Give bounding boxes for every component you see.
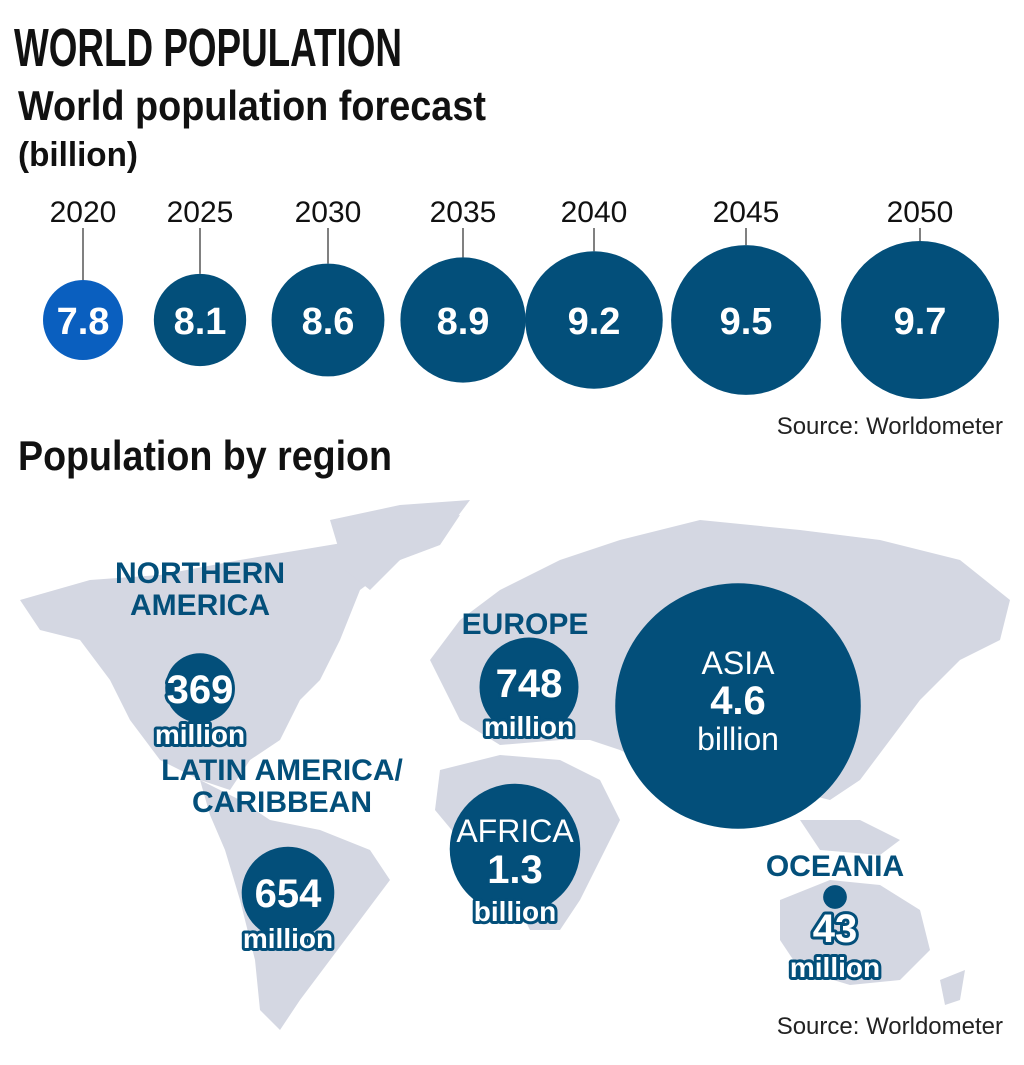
region-name: AFRICA bbox=[456, 813, 574, 849]
region-unit: million bbox=[790, 952, 880, 983]
value-label: 9.5 bbox=[720, 301, 773, 343]
forecast-bubble-2045: 2045 9.5 bbox=[671, 196, 821, 395]
region-bubble bbox=[241, 846, 335, 940]
forecast-bubble-2050: 2050 9.7 bbox=[841, 196, 999, 399]
year-label: 2035 bbox=[430, 196, 497, 229]
value-label: 8.6 bbox=[302, 301, 355, 343]
year-label: 2045 bbox=[713, 196, 780, 229]
region-bubble bbox=[449, 783, 581, 915]
value-label: 9.7 bbox=[894, 301, 947, 343]
value-bubble bbox=[43, 280, 123, 360]
region-unit: million bbox=[484, 711, 574, 742]
region-bubble bbox=[479, 637, 579, 737]
value-bubble bbox=[671, 245, 821, 395]
year-label: 2020 bbox=[50, 196, 117, 229]
value-bubble bbox=[153, 273, 247, 367]
region-name: LATIN AMERICA/ bbox=[161, 754, 403, 787]
region-bubble bbox=[615, 583, 861, 829]
value-bubble bbox=[400, 257, 526, 383]
main-title: WORLD POPULATION bbox=[14, 18, 402, 78]
value-label: 8.1 bbox=[174, 301, 227, 343]
value-label: 7.8 bbox=[57, 301, 110, 343]
world-map bbox=[20, 500, 1010, 1030]
value-bubble bbox=[525, 251, 663, 389]
region-value: 748 bbox=[496, 662, 563, 706]
value-bubble bbox=[841, 241, 999, 399]
region-name: EUROPE bbox=[462, 608, 589, 641]
forecast-unit: (billion) bbox=[18, 136, 138, 174]
year-label: 2050 bbox=[887, 196, 954, 229]
value-bubble bbox=[271, 263, 385, 377]
region-name: NORTHERN bbox=[115, 557, 285, 590]
region-bubble bbox=[823, 885, 847, 909]
region-value: 369 bbox=[167, 668, 234, 712]
value-label: 9.2 bbox=[568, 301, 621, 343]
forecast-subtitle: World population forecast bbox=[18, 82, 486, 129]
region-name: AMERICA bbox=[130, 589, 270, 622]
region-europe: EUROPE 748 million bbox=[462, 608, 589, 745]
forecast-bubble-2025: 2025 8.1 bbox=[153, 196, 247, 367]
forecast-bubble-2040: 2040 9.2 bbox=[525, 196, 663, 389]
forecast-source: Source: Worldometer bbox=[777, 413, 1003, 440]
region-value: 654 bbox=[255, 872, 322, 916]
region-source: Source: Worldometer bbox=[777, 1013, 1003, 1040]
region-unit: million bbox=[243, 923, 333, 954]
region-subtitle: Population by region bbox=[18, 432, 392, 479]
year-label: 2040 bbox=[561, 196, 628, 229]
year-label: 2030 bbox=[295, 196, 362, 229]
region-name: ASIA bbox=[702, 645, 776, 681]
region-bubble bbox=[165, 653, 235, 723]
region-value: 43 bbox=[813, 907, 858, 951]
region-name: CARIBBEAN bbox=[192, 786, 372, 819]
region-unit: billion bbox=[474, 896, 556, 927]
region-name: OCEANIA bbox=[766, 850, 904, 883]
forecast-bubble-2020: 2020 7.8 bbox=[43, 196, 123, 360]
value-label: 8.9 bbox=[437, 301, 490, 343]
region-value: 1.3 bbox=[487, 848, 543, 892]
forecast-bubble-2035: 2035 8.9 bbox=[400, 196, 526, 383]
forecast-bubbles: 2020 7.8 2025 8.1 2030 8.6 2035 8.9 2040 9.2 2045 9… bbox=[43, 196, 999, 399]
forecast-bubble-2030: 2030 8.6 bbox=[271, 196, 385, 377]
region-unit: billion bbox=[697, 721, 779, 757]
year-label: 2025 bbox=[167, 196, 234, 229]
region-unit: million bbox=[155, 719, 245, 750]
region-latin-america-caribbean: LATIN AMERICA/CARIBBEAN 654 million bbox=[161, 754, 403, 957]
region-value: 4.6 bbox=[710, 679, 766, 723]
